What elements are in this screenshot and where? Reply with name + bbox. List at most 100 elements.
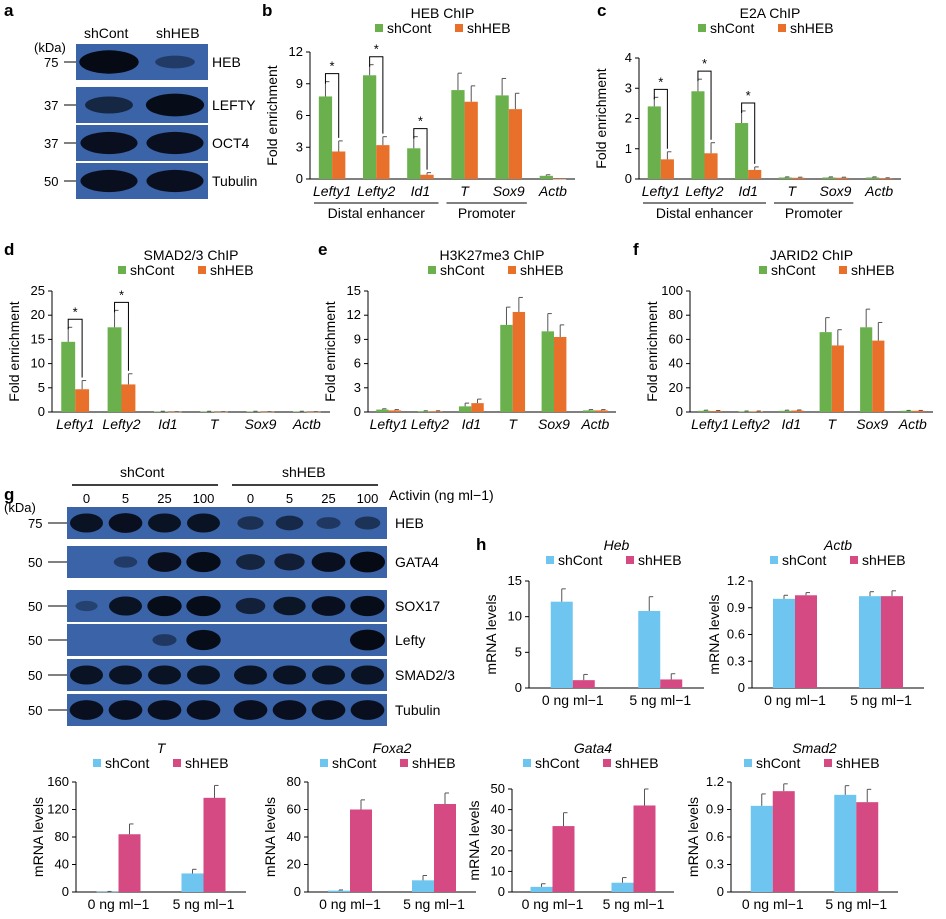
bar-shcont <box>638 610 661 688</box>
significance-bracket <box>67 318 83 378</box>
bar-shheb <box>118 834 141 892</box>
blot-g-row-heb: HEB 75 <box>28 507 424 539</box>
x-category-label: Lefty1 <box>370 416 408 432</box>
x-category-label: Sox9 <box>856 416 888 432</box>
blot-g-band <box>311 552 346 572</box>
bar-shheb <box>167 411 182 413</box>
x-category-label: 0 ng ml−1 <box>522 896 584 912</box>
legend-swatch-shheb <box>400 759 408 767</box>
blot-g-band <box>186 513 221 533</box>
bar-shcont <box>819 332 832 412</box>
legend-swatch-shcont <box>93 759 101 767</box>
significance-bracket <box>413 128 428 170</box>
y-tick-label: 160 <box>47 774 69 789</box>
bar-shheb <box>881 596 903 688</box>
bar-shheb <box>748 169 762 179</box>
blot-g-band <box>233 665 268 685</box>
bar-shheb <box>508 109 522 179</box>
blot-g-band <box>233 700 268 720</box>
legend-label-shheb: shHEB <box>790 20 834 36</box>
x-category-label: 0 ng ml−1 <box>319 896 381 912</box>
legend-swatch-shheb <box>626 556 634 564</box>
legend-swatch-shcont <box>523 759 531 767</box>
significance-star: * <box>702 56 707 71</box>
blot-g-band <box>275 515 304 531</box>
panel-label-c: c <box>597 1 606 20</box>
blot-g-band <box>237 516 264 530</box>
y-tick-label: 0 <box>38 404 45 419</box>
y-tick-label: 40 <box>491 802 505 817</box>
blot-g-band <box>349 629 386 651</box>
x-category-label: T <box>210 416 220 432</box>
y-tick-label: 0.6 <box>727 627 745 642</box>
blot-g-band <box>186 595 221 617</box>
panel-label-h: h <box>476 535 486 554</box>
blot-g-label: SOX17 <box>395 598 440 614</box>
y-tick-label: 3 <box>625 80 632 95</box>
blot-g-dose-label: 5 <box>122 491 129 506</box>
y-tick-label: 10 <box>508 609 522 624</box>
bar-shheb <box>856 802 879 892</box>
legend-swatch-shcont <box>428 266 436 274</box>
x-category-label: Sox9 <box>493 183 525 199</box>
bar-shheb <box>350 809 372 892</box>
blot-g-row-tubulin: Tubulin 50 <box>28 694 440 726</box>
blot-g-dose-label: 0 <box>83 491 90 506</box>
blot-g-dose-label: 25 <box>157 491 171 506</box>
y-tick-label: 3 <box>354 380 361 395</box>
bar-shcont <box>292 411 307 413</box>
y-tick-label: 2 <box>625 111 632 126</box>
legend-label-shcont: shCont <box>771 262 815 278</box>
blot-g-band <box>147 552 182 572</box>
legend-label-shcont: shCont <box>756 755 800 771</box>
blot-a-band <box>80 131 138 155</box>
blot-g-band <box>108 700 143 720</box>
blot-a-row-heb: HEB 75 <box>44 44 241 80</box>
bar-shheb <box>121 384 136 412</box>
blot-g-band <box>113 556 138 568</box>
bar-shcont <box>691 91 705 179</box>
bar-shheb <box>912 410 925 412</box>
y-tick-label: 20 <box>491 843 505 858</box>
blot-g-marker: 50 <box>28 703 42 718</box>
y-tick-label: 0 <box>62 884 69 899</box>
legend-label-shcont: shCont <box>558 552 602 568</box>
blot-g-kda: (kDa) <box>4 500 36 515</box>
bar-shheb <box>835 177 849 179</box>
blot-g-row-sox17: SOX17 50 <box>28 590 440 622</box>
bar-shheb <box>791 177 805 179</box>
blot-g-band <box>273 596 306 616</box>
x-category-label: Lefty1 <box>642 183 680 199</box>
x-category-label: 0 ng ml−1 <box>542 692 604 708</box>
blot-a-col-shHEB: shHEB <box>156 25 200 41</box>
bar-shcont <box>181 873 204 892</box>
blot-g-dose-label: 100 <box>193 491 215 506</box>
x-category-label: 5 ng ml−1 <box>403 896 465 912</box>
y-tick-label: 0 <box>717 884 724 899</box>
y-tick-label: 1.2 <box>727 573 745 588</box>
blot-g-dose-label: 0 <box>247 491 254 506</box>
x-category-label: Lefty2 <box>411 416 449 432</box>
bar-shheb <box>660 159 674 179</box>
bar-shcont <box>107 327 122 412</box>
y-tick-label: 0 <box>515 680 522 695</box>
x-category-label: 0 ng ml−1 <box>88 896 150 912</box>
x-category-label: Id1 <box>411 183 430 199</box>
bar-shcont <box>376 409 389 412</box>
bar-shcont <box>582 410 596 412</box>
blot-a-band <box>79 50 139 74</box>
legend-swatch-shcont <box>118 266 126 274</box>
blot-g-marker: 50 <box>28 668 42 683</box>
blot-g-marker: 75 <box>28 516 42 531</box>
y-tick-label: 1.2 <box>706 774 724 789</box>
bar-shcont <box>541 331 554 412</box>
blot-g-label: Lefty <box>395 632 425 648</box>
blot-a-band <box>85 96 133 114</box>
y-axis-label: mRNA levels <box>262 797 278 877</box>
blot-a-row-tubulin: Tubulin 50 <box>44 163 257 199</box>
blot-g-group-shHEB: shHEB <box>282 464 326 480</box>
y-axis-label: mRNA levels <box>483 594 499 674</box>
bar-shheb <box>332 151 346 179</box>
blot-g-band <box>147 700 182 720</box>
